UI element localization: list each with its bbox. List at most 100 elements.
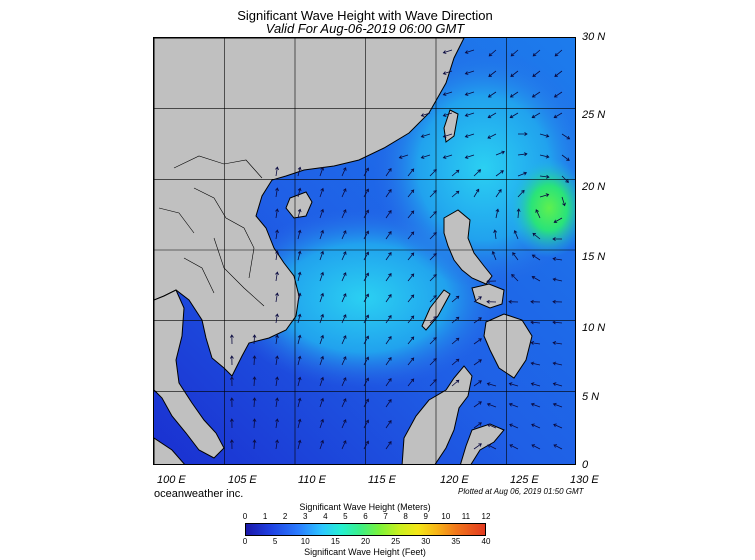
wave-arrow: [297, 334, 302, 345]
plotted-timestamp: Plotted at Aug 06, 2019 01:50 GMT: [458, 487, 584, 496]
lon-label-110e: 110 E: [298, 474, 326, 486]
wave-arrow: [363, 398, 369, 408]
wave-arrow: [517, 189, 525, 198]
wave-arrow: [473, 188, 480, 198]
wave-arrow: [407, 357, 415, 366]
wave-arrow: [385, 440, 392, 450]
land-asia-mainland: [154, 38, 465, 377]
wave-arrow: [491, 250, 497, 261]
wave-arrow: [385, 398, 392, 408]
wave-arrow: [517, 152, 528, 157]
wave-arrow: [464, 49, 475, 54]
wave-arrow: [552, 237, 562, 241]
meter-tick: 0: [242, 512, 248, 521]
wave-arrow: [530, 361, 541, 366]
wave-arrow: [297, 271, 302, 282]
wave-arrow: [319, 271, 324, 282]
wave-arrow: [275, 208, 279, 219]
wave-arrow: [363, 209, 369, 219]
wave-arrow: [508, 299, 519, 304]
wave-arrow: [407, 294, 415, 303]
wave-arrow: [509, 112, 519, 119]
wave-arrow: [539, 154, 550, 159]
wave-arrow: [552, 277, 563, 282]
wave-arrow: [451, 316, 460, 324]
meter-tick: 5: [343, 512, 348, 521]
wave-arrow: [297, 208, 302, 219]
meter-tick: 3: [303, 512, 308, 521]
wave-arrow: [561, 175, 569, 183]
wave-arrow: [297, 313, 302, 324]
lon-label-115e: 115 E: [368, 474, 396, 486]
meter-tick: 11: [461, 512, 471, 521]
wave-arrow: [442, 133, 453, 138]
wave-arrow: [552, 341, 563, 345]
feet-tick: 35: [451, 537, 461, 546]
wave-arrow: [561, 133, 571, 140]
wave-arrow: [473, 338, 482, 345]
wave-arrow: [486, 382, 497, 387]
wave-arrow: [407, 273, 415, 282]
wave-arrow: [229, 418, 234, 429]
wave-arrow: [341, 167, 347, 177]
wave-arrow: [319, 355, 324, 366]
wave-arrow: [530, 341, 541, 345]
wave-arrow: [297, 355, 302, 366]
wave-arrow: [552, 402, 563, 408]
wave-arrow: [407, 378, 415, 387]
wave-arrow: [464, 91, 475, 96]
wave-arrow: [516, 208, 521, 219]
wave-arrow: [297, 229, 302, 240]
wave-arrow: [363, 251, 369, 261]
map-svg: [154, 38, 575, 464]
wave-arrow: [511, 273, 519, 282]
wave-arrow: [553, 444, 563, 450]
lon-label-105e: 105 E: [228, 474, 257, 486]
wave-arrow: [535, 209, 541, 219]
wave-arrow: [513, 230, 519, 240]
wave-arrow: [539, 174, 550, 179]
lon-label-130e: 130 E: [570, 474, 599, 486]
wave-arrow: [398, 154, 409, 159]
wave-arrow: [363, 188, 369, 198]
land-borneo: [401, 365, 473, 464]
feet-tick: 25: [391, 537, 401, 546]
wave-arrow: [531, 276, 541, 282]
wave-arrow: [407, 231, 415, 240]
meter-tick: 1: [262, 512, 268, 521]
wave-arrow: [252, 418, 257, 429]
lon-label-100e: 100 E: [157, 474, 186, 486]
wave-arrow: [297, 187, 302, 198]
wave-arrow: [385, 356, 392, 366]
legend-feet-caption: Significant Wave Height (Feet): [304, 547, 426, 557]
wave-arrow: [531, 91, 541, 98]
wave-arrow: [429, 358, 437, 366]
wave-arrow: [429, 169, 437, 177]
wave-arrow: [275, 397, 279, 408]
wave-arrow: [530, 382, 541, 387]
wave-arrow: [319, 292, 324, 303]
high-wave-zone: [509, 158, 575, 258]
wave-arrow: [464, 70, 475, 75]
wave-arrow: [451, 295, 460, 303]
wave-arrow: [429, 337, 437, 345]
wave-arrow: [319, 250, 324, 261]
wave-arrow: [495, 208, 500, 219]
wave-arrow: [385, 314, 392, 324]
wave-arrow: [486, 402, 497, 408]
wave-arrow: [385, 272, 392, 282]
wave-arrow: [420, 154, 431, 159]
wave-arrow: [341, 440, 347, 450]
meter-tick: 2: [282, 512, 288, 521]
wave-arrow: [429, 211, 437, 219]
wave-arrow: [297, 397, 302, 408]
feet-tick: 20: [361, 537, 370, 546]
wave-arrow: [552, 382, 563, 387]
wave-arrow: [275, 418, 279, 429]
wave-arrow: [518, 132, 528, 136]
wave-arrow: [495, 188, 502, 198]
wave-arrow: [510, 49, 519, 57]
wave-arrow: [429, 316, 437, 324]
wave-arrow: [319, 334, 324, 345]
wave-arrow: [451, 358, 460, 366]
